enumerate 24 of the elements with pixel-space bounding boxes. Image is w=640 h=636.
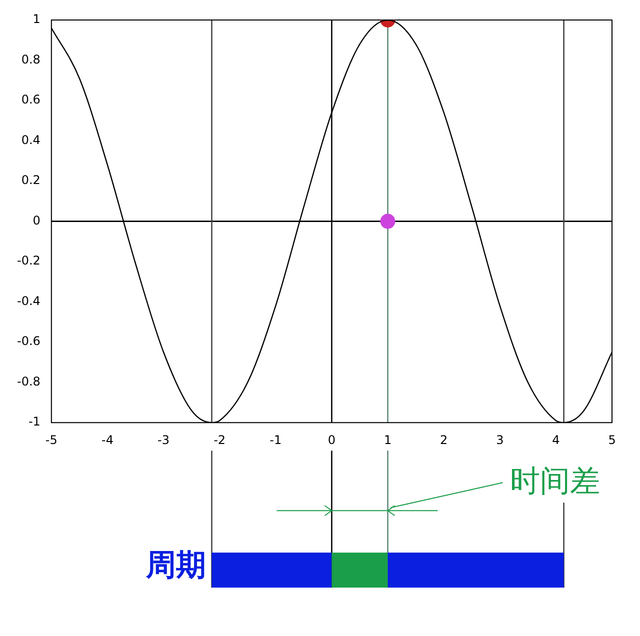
- y-tick-label: 1: [32, 12, 40, 26]
- x-tick-label: -1: [270, 432, 282, 447]
- x-tick-label: -3: [158, 432, 170, 447]
- text: 周期: [146, 546, 206, 585]
- y-tick-label: -0.8: [16, 374, 40, 388]
- x-tick-label: 1: [384, 432, 392, 447]
- y-tick-label: 0: [32, 213, 40, 228]
- y-tick-label: 0.4: [21, 132, 40, 147]
- y-tick-label: 0.2: [21, 173, 40, 188]
- y-tick-label: 0.8: [21, 52, 40, 66]
- y-tick-label: -0.6: [16, 334, 40, 348]
- y-tick-label: -0.4: [16, 294, 40, 308]
- x-tick-label: 3: [496, 432, 504, 447]
- y-tick-label: -1: [28, 414, 40, 429]
- text: 时间差: [510, 462, 600, 501]
- x-tick-label: -2: [214, 432, 226, 447]
- x-tick-label: 4: [552, 432, 560, 447]
- x-tick-label: 0: [328, 432, 336, 447]
- x-tick-label: -4: [101, 432, 114, 447]
- x-tick-label: 2: [440, 432, 448, 447]
- x-tick-label: -5: [45, 432, 58, 447]
- y-tick-label: -0.2: [16, 254, 40, 268]
- y-tick-label: 0.6: [21, 92, 40, 107]
- x-tick-label: 5: [608, 432, 616, 447]
